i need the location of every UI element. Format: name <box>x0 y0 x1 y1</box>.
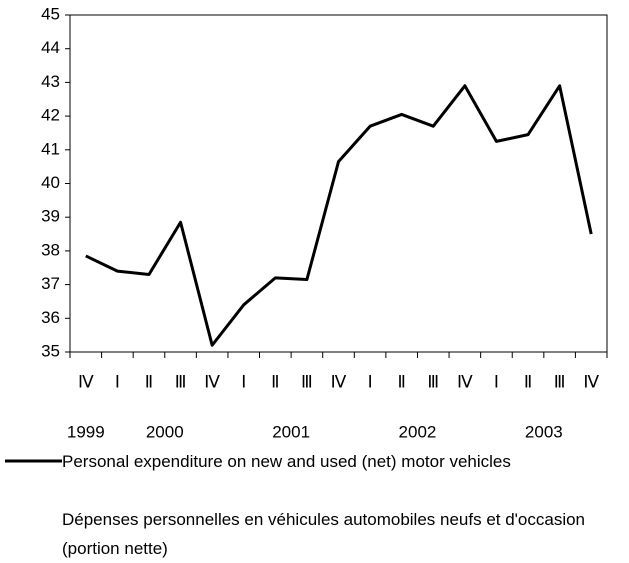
y-tick-label: 40 <box>41 173 60 192</box>
year-label: 2001 <box>272 422 310 441</box>
y-tick-label: 35 <box>41 341 60 360</box>
year-label: 1999 <box>67 422 105 441</box>
y-tick-label: 38 <box>41 240 60 259</box>
x-tick-label: Ⅰ <box>115 372 120 391</box>
year-label: 2002 <box>399 422 437 441</box>
y-tick-label: 43 <box>41 72 60 91</box>
x-tick-label: Ⅱ <box>145 372 153 391</box>
x-tick-label: Ⅰ <box>241 372 246 391</box>
legend-label: Personal expenditure on new and used (ne… <box>62 452 511 471</box>
x-tick-label: Ⅳ <box>583 372 599 391</box>
x-tick-label: Ⅰ <box>368 372 373 391</box>
x-tick-label: Ⅱ <box>397 372 405 391</box>
x-tick-label: Ⅳ <box>457 372 473 391</box>
legend-label-fr: Dépenses personnelles en véhicules autom… <box>62 510 586 558</box>
x-tick-label: Ⅳ <box>204 372 220 391</box>
year-label: 2000 <box>146 422 184 441</box>
plot-frame <box>69 14 608 353</box>
x-tick-label: Ⅲ <box>301 372 313 391</box>
y-tick-label: 39 <box>41 207 60 226</box>
x-tick-label: Ⅰ <box>494 372 499 391</box>
x-tick-label: Ⅱ <box>271 372 279 391</box>
x-tick-label: Ⅳ <box>78 372 94 391</box>
y-tick-label: 41 <box>41 139 60 158</box>
x-tick-label: Ⅱ <box>524 372 532 391</box>
y-tick-label: 44 <box>41 38 60 57</box>
y-tick-label: 37 <box>41 274 60 293</box>
series-line <box>85 84 593 347</box>
x-tick-label: Ⅲ <box>175 372 187 391</box>
y-tick-label: 36 <box>41 308 60 327</box>
x-tick-label: Ⅲ <box>554 372 566 391</box>
x-tick-label: Ⅳ <box>331 372 347 391</box>
x-tick-label: Ⅲ <box>427 372 439 391</box>
y-tick-label: 45 <box>41 4 60 23</box>
y-tick-label: 42 <box>41 106 60 125</box>
year-label: 2003 <box>525 422 563 441</box>
